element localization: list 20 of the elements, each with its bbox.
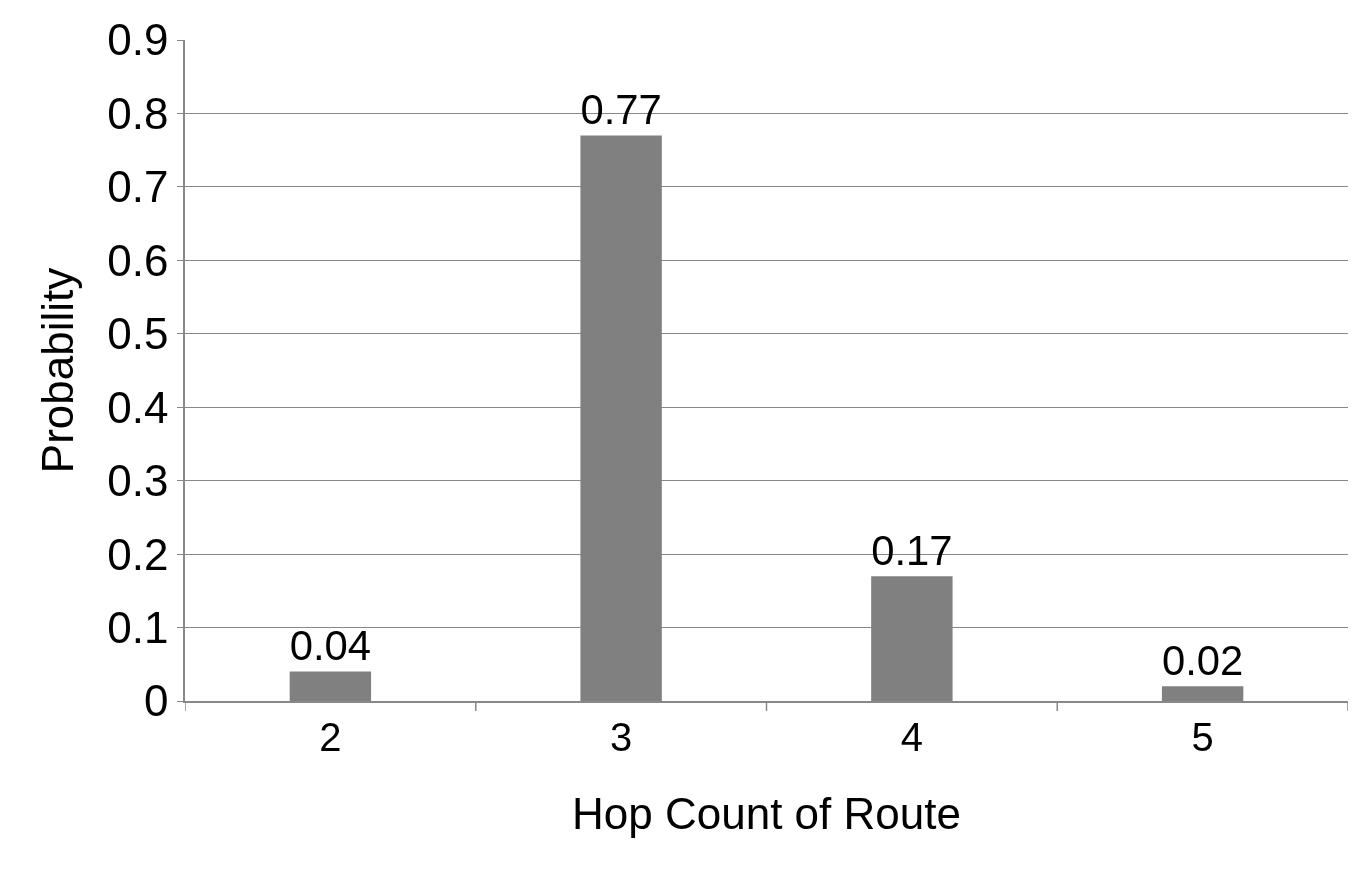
x-tick-label: 2 — [319, 714, 342, 759]
y-tick-label: 0.7 — [107, 162, 169, 212]
data-label: 0.04 — [289, 622, 372, 670]
y-tick-label: 0.5 — [107, 309, 169, 359]
y-tick-label: 0.2 — [107, 529, 169, 579]
x-axis-title: Hop Count of Route — [572, 788, 961, 838]
y-tick-label: 0 — [143, 676, 169, 726]
y-tick-label: 0.6 — [107, 235, 169, 285]
y-tick-label: 0.4 — [107, 382, 169, 432]
y-tick-label: 0.3 — [107, 456, 169, 506]
y-tick-label: 0.8 — [107, 88, 169, 138]
x-tick-label: 5 — [1191, 714, 1214, 759]
y-tick-label: 0.1 — [107, 602, 169, 652]
x-tick-label: 3 — [610, 714, 633, 759]
x-tick-label: 4 — [900, 714, 924, 759]
data-label: 0.02 — [1161, 636, 1244, 684]
y-tick-label: 0.9 — [107, 15, 169, 65]
data-label: 0.17 — [871, 526, 953, 574]
y-axis-title: Probability — [32, 267, 82, 474]
data-label: 0.77 — [580, 85, 662, 133]
